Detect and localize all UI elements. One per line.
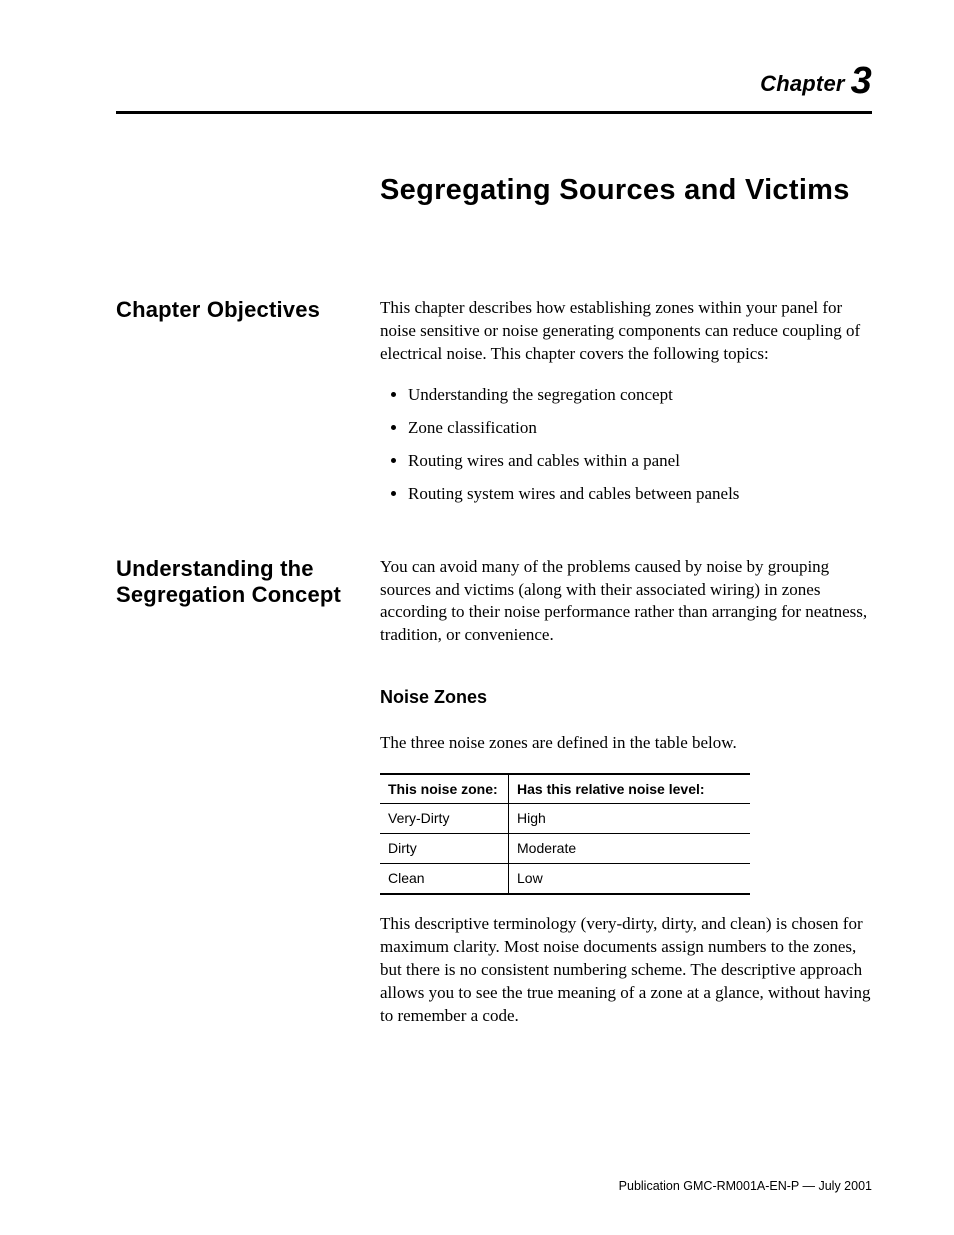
heading-objectives: Chapter Objectives <box>116 297 380 323</box>
cell: Clean <box>380 864 509 894</box>
cell: Moderate <box>509 834 751 864</box>
segregation-closing: This descriptive terminology (very-dirty… <box>380 913 872 1028</box>
section-segregation: Understanding the Segregation Concept Yo… <box>116 556 872 1046</box>
objectives-list: Understanding the segregation concept Zo… <box>380 384 872 506</box>
chapter-header: Chapter3 <box>116 60 872 103</box>
noise-zones-table: This noise zone: Has this relative noise… <box>380 773 750 896</box>
cell: High <box>509 804 751 834</box>
chapter-number: 3 <box>851 60 872 102</box>
cell: Dirty <box>380 834 509 864</box>
section-objectives: Chapter Objectives This chapter describe… <box>116 297 872 516</box>
page-title: Segregating Sources and Victims <box>380 174 872 207</box>
list-item: Understanding the segregation concept <box>408 384 872 407</box>
list-item: Routing system wires and cables between … <box>408 483 872 506</box>
objectives-intro: This chapter describes how establishing … <box>380 297 872 366</box>
table-row: Clean Low <box>380 864 750 894</box>
publication-footer: Publication GMC-RM001A-EN-P — July 2001 <box>619 1179 872 1193</box>
header-rule <box>116 111 872 114</box>
subheading-noise-zones: Noise Zones <box>380 685 872 709</box>
segregation-intro: You can avoid many of the problems cause… <box>380 556 872 648</box>
table-header-row: This noise zone: Has this relative noise… <box>380 774 750 804</box>
heading-segregation: Understanding the Segregation Concept <box>116 556 380 608</box>
table-row: Dirty Moderate <box>380 834 750 864</box>
body-segregation: You can avoid many of the problems cause… <box>380 556 872 1046</box>
chapter-label: Chapter <box>760 71 845 96</box>
body-objectives: This chapter describes how establishing … <box>380 297 872 516</box>
document-page: Chapter3 Segregating Sources and Victims… <box>0 0 954 1235</box>
col-header: Has this relative noise level: <box>509 774 751 804</box>
cell: Low <box>509 864 751 894</box>
noise-zones-intro: The three noise zones are defined in the… <box>380 732 872 755</box>
cell: Very-Dirty <box>380 804 509 834</box>
col-header: This noise zone: <box>380 774 509 804</box>
table-row: Very-Dirty High <box>380 804 750 834</box>
list-item: Routing wires and cables within a panel <box>408 450 872 473</box>
list-item: Zone classification <box>408 417 872 440</box>
